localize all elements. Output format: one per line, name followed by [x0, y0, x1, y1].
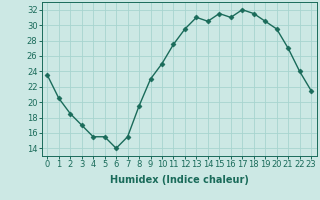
- X-axis label: Humidex (Indice chaleur): Humidex (Indice chaleur): [110, 175, 249, 185]
